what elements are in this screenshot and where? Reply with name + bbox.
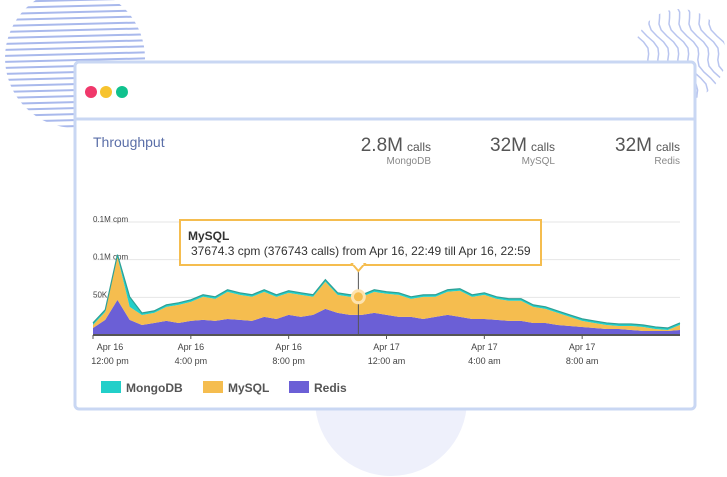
tooltip-box [179, 219, 542, 266]
stat-value: 2.8M [361, 135, 403, 156]
stat-unit: calls [531, 140, 555, 154]
tooltip-series: MySQL [188, 229, 229, 243]
decor-line [5, 57, 145, 63]
x-tick-label: Apr 17 4:00 am [468, 342, 501, 366]
decor-line [5, 21, 145, 27]
decor-line [5, 0, 145, 3]
legend-label: MongoDB [126, 381, 183, 395]
stat-unit: calls [407, 140, 431, 154]
decor-line [5, 39, 145, 45]
area [93, 299, 680, 335]
stat-unit: calls [656, 140, 680, 154]
chart-title: Throughput [93, 134, 165, 150]
tooltip-text: 37674.3 cpm (376743 calls) from Apr 16, … [191, 244, 531, 258]
decor-wave [689, 9, 726, 101]
decor-line [5, 45, 145, 51]
stat-name: MongoDB [387, 156, 432, 167]
stat: 2.8M calls [361, 135, 431, 156]
y-tick-label: 0.1M cpm [93, 215, 128, 224]
decor-wave [699, 9, 726, 101]
legend-swatch [101, 381, 121, 393]
legend-label: MySQL [228, 381, 269, 395]
stat-value: 32M [490, 135, 527, 156]
decor-line [5, 27, 145, 33]
x-tick-label: Apr 16 8:00 pm [272, 342, 305, 366]
area-outline [92, 254, 681, 329]
stat-name: Redis [654, 156, 680, 167]
x-tick-label: Apr 17 12:00 am [367, 342, 406, 366]
stat: 32M calls [615, 135, 680, 156]
x-tick-label: Apr 16 12:00 pm [91, 342, 129, 366]
stat-name: MySQL [522, 156, 556, 167]
tooltip-dot [350, 289, 366, 305]
x-tick-label: Apr 16 4:00 pm [174, 342, 208, 366]
y-tick-label: 0.1M cpm [93, 253, 128, 262]
stat-value: 32M [615, 135, 652, 156]
window-dot [85, 86, 97, 98]
area [93, 256, 680, 332]
decor-wave [679, 9, 726, 101]
decor-line [5, 33, 145, 39]
decor-line [5, 51, 145, 57]
window-dot [116, 86, 128, 98]
x-tick-label: Apr 17 8:00 am [565, 342, 599, 366]
window-dot [100, 86, 112, 98]
decor-line [5, 9, 145, 15]
legend-swatch [203, 381, 223, 393]
legend-label: Redis [314, 381, 347, 395]
decor-line [5, 3, 145, 9]
decor-line [5, 15, 145, 21]
stat: 32M calls [490, 135, 555, 156]
legend-swatch [289, 381, 309, 393]
tooltip-pointer-mask [353, 262, 364, 265]
